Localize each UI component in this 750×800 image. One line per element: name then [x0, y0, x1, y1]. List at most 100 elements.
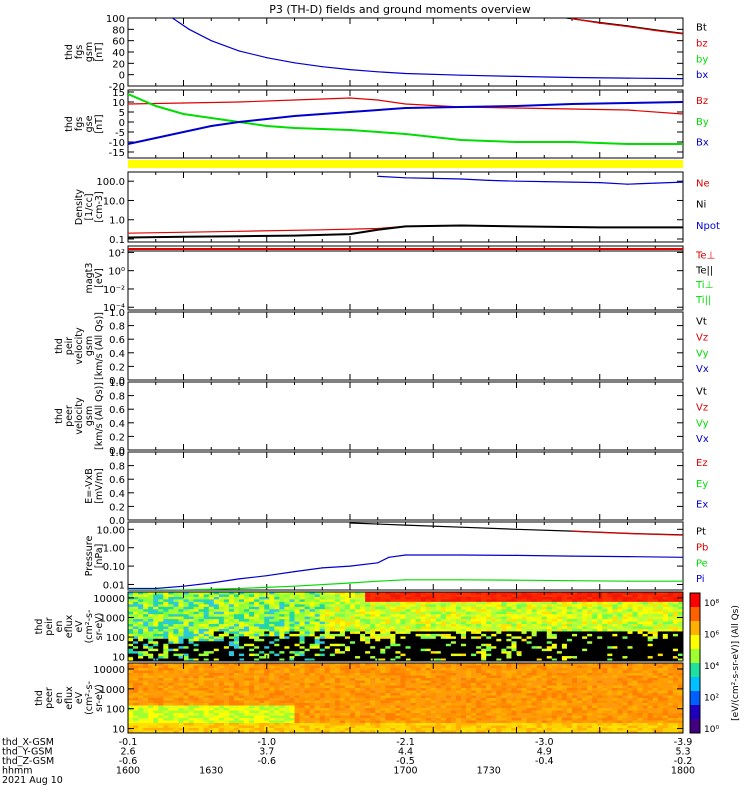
ytick-label-peer-velocity: 0.0: [109, 446, 125, 457]
date-label: 2021 Aug 10: [2, 775, 63, 786]
point-fgs-gse-Bx: [460, 106, 462, 108]
series-fgs-gsm-bx: [172, 18, 683, 80]
point-pressure-Pe: [460, 579, 462, 581]
point-pressure-Pe: [293, 585, 296, 587]
point-pressure-Pi: [515, 554, 518, 557]
ylabel-fgs-gse: thd fgs gse [nT]: [64, 114, 105, 133]
xaxis-tick-value: 4.4: [398, 747, 413, 758]
ylabel-line-peir-eflux: thd: [34, 619, 45, 635]
ytick-label-peir-velocity: 0.2: [109, 362, 125, 373]
ytick-label-magt3: 10²: [108, 248, 125, 259]
ylabel-line-peir-eflux: en: [54, 621, 65, 633]
ytick-label-fgs-gsm: 0: [119, 71, 125, 82]
xaxis-tick-value: -0.4: [535, 756, 554, 767]
frame-e-field: [127, 451, 684, 521]
ylabel-line-fgs-gse: [nT]: [94, 114, 105, 133]
ytick-label-fgs-gsm: 100: [106, 14, 125, 25]
panel-peir-velocity: 1.0 0.8 0.6 0.4 0.2 0.0 thd peir velocity gsm [km/…: [54, 308, 709, 387]
panel-e-field: 1.0 0.8 0.6 0.4 0.2 0.0 E=-VxB [mV/m] Ez Ey Ex: [84, 448, 708, 527]
ylabel-peer-velocity: thd peer velocity gsm [km/s (All Qs)]: [54, 382, 105, 450]
ytick-label-pressure: 0.10: [103, 562, 125, 573]
ylabel-peir-velocity: thd peir velocity gsm [km/s (All Qs)]: [54, 312, 105, 380]
point-fgs-gse-Bz: [128, 103, 129, 105]
ytick-label-fgs-gse: 15: [112, 88, 125, 99]
legend-pressure-Pe: Pe: [696, 558, 708, 569]
ylabel-line-e-field: [mV/m]: [94, 468, 105, 504]
point-fgs-gsm-bz: [682, 33, 683, 35]
xaxis-tick-value: -3.9: [674, 737, 693, 748]
point-pressure-Pi: [388, 556, 390, 558]
point-density-Ni: [377, 229, 379, 231]
ylabel-line-peir-eflux: eV: [74, 620, 85, 633]
legend-fgs-gsm-by: by: [696, 54, 708, 65]
legend-magt3-Ti⊥: Ti⊥: [695, 280, 713, 291]
ylabel-line-peer-eflux: eV: [74, 691, 85, 704]
point-pressure-Pi: [155, 587, 157, 590]
frame-peer-velocity: [127, 381, 684, 451]
point-pressure-Pi: [571, 555, 573, 557]
ylabel-line-peir-velocity: peir: [64, 337, 75, 356]
xaxis-tick-value: 1600: [116, 766, 140, 777]
ytick-label-fgs-gsm: -20: [109, 82, 125, 93]
point-pressure-Pb: [682, 534, 683, 536]
legend-peir-velocity-Vx: Vx: [696, 364, 709, 375]
point-fgs-gsm-bx: [377, 71, 379, 73]
panel-peer-velocity: 1.0 0.8 0.6 0.4 0.2 0.0 thd peer velocity gsm [km/…: [54, 378, 709, 457]
point-fgs-gse-By: [210, 117, 212, 119]
point-fgs-gse-Bx: [182, 131, 185, 133]
legend-magt3-Te||: Te||: [695, 265, 713, 276]
point-pressure-Pe: [238, 587, 240, 590]
point-density-Ni: [682, 226, 683, 228]
xaxis-tick-value: -3.0: [535, 737, 554, 748]
point-fgs-gse-Bz: [626, 109, 629, 111]
point-fgs-gse-Bx: [404, 107, 407, 109]
point-fgs-gse-Bx: [349, 111, 351, 113]
ylabel-line-density: [cm-3]: [94, 191, 105, 222]
colorbar-segment: [690, 649, 700, 664]
frame-fgs-gse: [127, 89, 684, 159]
ytick-label-e-field: 0.6: [109, 475, 125, 486]
ylabel-line-peer-eflux: peer: [44, 687, 55, 709]
point-pressure-Pb: [626, 532, 629, 535]
point-density-Ni: [599, 226, 601, 228]
series-group-density: [128, 175, 683, 239]
series-group-fgs-gse: [128, 93, 683, 145]
point-fgs-gse-Bz: [182, 102, 185, 104]
point-density-Ne: [321, 229, 323, 231]
point-pressure-Pt: [515, 528, 518, 530]
point-pressure-Pe: [682, 580, 683, 582]
point-pressure-Pi: [238, 578, 240, 580]
legend-peir-velocity-Vz: Vz: [696, 333, 708, 344]
ylabel-line-fgs-gsm: thd: [64, 44, 75, 60]
series-fgs-gse-Bz: [128, 97, 683, 115]
ytick-label-peir-eflux: 10: [112, 653, 125, 664]
panel-magt3: 10² 10⁰ 10⁻² 10⁻⁴ magt3 [eV] Te⊥ Te|| Ti⊥ Ti||: [84, 245, 715, 314]
point-fgs-gse-Bz: [377, 99, 379, 101]
legend-fgs-gsm-bz: bz: [696, 39, 708, 50]
point-pressure-Pi: [460, 554, 462, 556]
point-fgs-gsm-bx: [210, 40, 212, 42]
point-fgs-gse-Bx: [128, 143, 129, 145]
point-pressure-Pe: [404, 579, 407, 581]
point-fgs-gse-Bz: [404, 103, 407, 105]
ytick-label-e-field: 0.8: [109, 462, 125, 473]
series-pressure-Pe: [128, 579, 683, 590]
series-group-pressure: [128, 522, 683, 590]
point-fgs-gsm-bx: [404, 72, 407, 75]
ylabel-line-peir-velocity: gsm: [84, 336, 95, 356]
point-density-Npot: [599, 182, 601, 184]
xaxis-row-label: hhmm: [2, 766, 33, 777]
point-density-Ni: [128, 236, 129, 239]
point-density-Ni: [404, 225, 407, 227]
legend-peir-velocity-Vy: Vy: [696, 348, 709, 359]
point-fgs-gsm-bz: [571, 18, 573, 20]
colorbar: 10⁸ 10⁶ 10⁴ 10² 10⁰ [eV/(cm²-s-sr-eV)] (All Q…: [689, 592, 741, 735]
point-fgs-gse-Bz: [349, 97, 351, 99]
xaxis-row-label: thd_Z-GSM: [2, 756, 54, 767]
point-density-Ni: [515, 225, 518, 227]
ytick-label-fgs-gse: 10: [112, 98, 125, 109]
ylabel-line-peir-eflux: (cm²-s-: [84, 610, 95, 644]
ylabel-line-peir-eflux: sr-eV): [94, 613, 105, 641]
